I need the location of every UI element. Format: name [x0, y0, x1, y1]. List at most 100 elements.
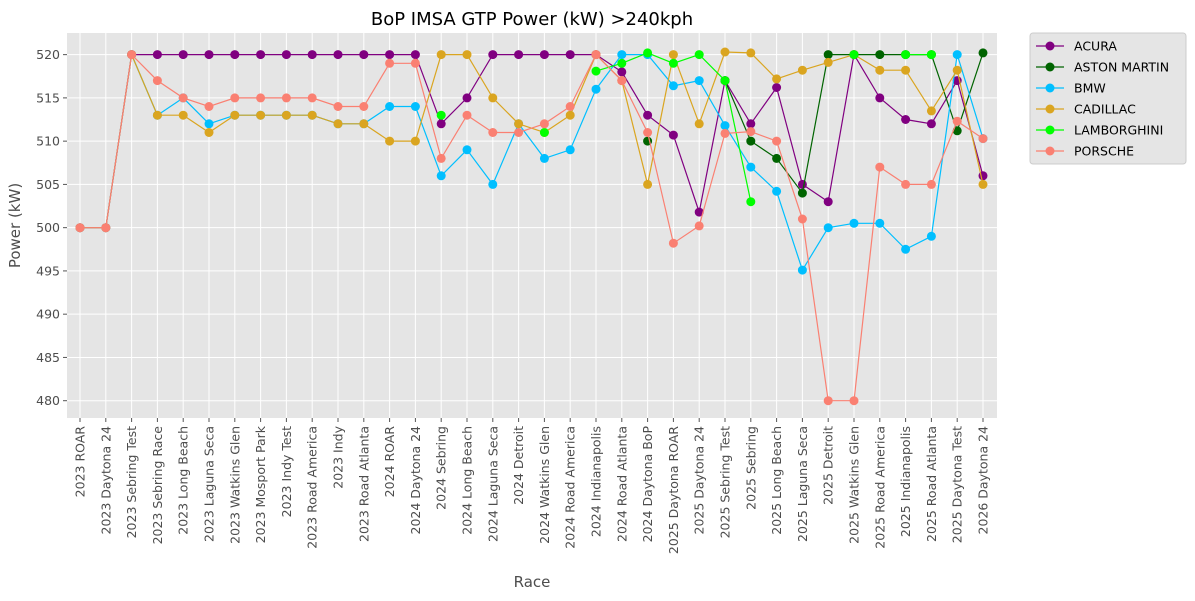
legend-box: [1029, 32, 1187, 165]
data-point: [643, 48, 653, 58]
data-point: [230, 93, 240, 103]
data-point: [514, 50, 524, 60]
data-point: [823, 396, 833, 406]
data-point: [281, 50, 291, 60]
data-point: [617, 67, 627, 77]
data-point: [539, 119, 549, 129]
y-tick-label: 490: [36, 307, 60, 322]
data-point: [797, 179, 807, 189]
data-point: [746, 136, 756, 146]
data-point: [462, 50, 472, 60]
legend-marker: [1045, 104, 1055, 114]
data-point: [926, 50, 936, 60]
x-tick-label: 2025 Daytona 24: [692, 426, 707, 535]
x-tick-label: 2025 Indianapolis: [898, 426, 913, 537]
series-layer: [75, 47, 988, 406]
x-tick-label: 2023 Daytona 24: [98, 426, 113, 535]
data-point: [797, 188, 807, 198]
series-lamborghini: [436, 48, 936, 207]
data-point: [746, 127, 756, 137]
x-axis-title: Race: [514, 573, 551, 591]
data-point: [410, 102, 420, 111]
data-point: [178, 110, 188, 120]
data-point: [256, 93, 266, 103]
data-point: [333, 119, 343, 129]
data-point: [385, 136, 395, 146]
data-point: [823, 223, 833, 233]
data-point: [643, 110, 653, 120]
data-point: [952, 65, 962, 75]
y-tick-label: 485: [36, 350, 60, 365]
legend-label: LAMBORGHINI: [1074, 123, 1163, 138]
x-tick-label: 2024 Watkins Glen: [537, 426, 552, 544]
legend-label: BMW: [1074, 81, 1106, 96]
data-point: [488, 50, 498, 60]
y-tick-label: 500: [36, 220, 60, 235]
data-point: [952, 126, 962, 136]
data-point: [901, 179, 911, 189]
data-point: [565, 50, 575, 60]
data-point: [849, 50, 859, 60]
data-point: [849, 396, 859, 406]
x-ticks: 2023 ROAR 2023 Daytona 24 2023 Sebring Tes…: [73, 418, 991, 554]
data-point: [281, 93, 291, 103]
data-point: [204, 128, 214, 137]
data-point: [359, 119, 369, 129]
x-tick-label: 2025 Detroit: [821, 426, 836, 505]
data-point: [668, 81, 678, 91]
x-tick-label: 2024 Sebring: [434, 426, 449, 510]
legend-marker: [1045, 41, 1055, 51]
data-point: [875, 162, 885, 172]
data-point: [772, 186, 782, 196]
y-tick-label: 520: [36, 47, 60, 62]
data-point: [591, 84, 601, 94]
data-point: [307, 93, 317, 103]
data-point: [488, 128, 498, 137]
data-point: [410, 136, 420, 146]
data-point: [307, 110, 317, 120]
data-point: [359, 102, 369, 111]
data-point: [823, 57, 833, 67]
data-point: [462, 145, 472, 155]
data-point: [256, 110, 266, 120]
data-point: [152, 110, 162, 120]
legend-label: PORSCHE: [1074, 144, 1134, 159]
x-tick-label: 2024 Daytona BoP: [640, 426, 655, 543]
data-point: [410, 50, 420, 60]
x-tick-label: 2023 Indy Test: [279, 426, 294, 517]
x-tick-label: 2024 Road America: [563, 426, 578, 549]
legend-marker: [1045, 83, 1055, 93]
data-point: [668, 58, 678, 68]
data-point: [668, 130, 678, 140]
x-tick-label: 2025 Sebring: [743, 426, 758, 510]
data-point: [539, 128, 549, 137]
series-porsche: [75, 50, 988, 406]
legend-marker: [1045, 62, 1055, 72]
data-point: [488, 179, 498, 189]
data-point: [75, 223, 85, 233]
data-point: [694, 207, 704, 217]
legend-marker: [1045, 146, 1055, 156]
data-point: [565, 110, 575, 120]
data-point: [875, 50, 885, 60]
data-point: [127, 50, 137, 60]
x-tick-label: 2025 Road America: [872, 426, 887, 549]
data-point: [539, 50, 549, 60]
data-point: [978, 179, 988, 189]
x-tick-label: 2025 Long Beach: [769, 426, 784, 535]
data-point: [333, 102, 343, 111]
data-point: [617, 50, 627, 60]
data-point: [101, 223, 111, 233]
y-axis-title: Power (kW): [6, 183, 24, 268]
data-point: [720, 128, 730, 138]
legend-label: ACURA: [1074, 39, 1117, 54]
data-point: [978, 134, 988, 144]
data-point: [720, 47, 730, 57]
data-point: [488, 93, 498, 103]
data-point: [772, 153, 782, 163]
data-point: [797, 65, 807, 75]
data-point: [668, 238, 678, 248]
data-point: [926, 179, 936, 189]
data-point: [901, 50, 911, 60]
data-point: [385, 50, 395, 60]
